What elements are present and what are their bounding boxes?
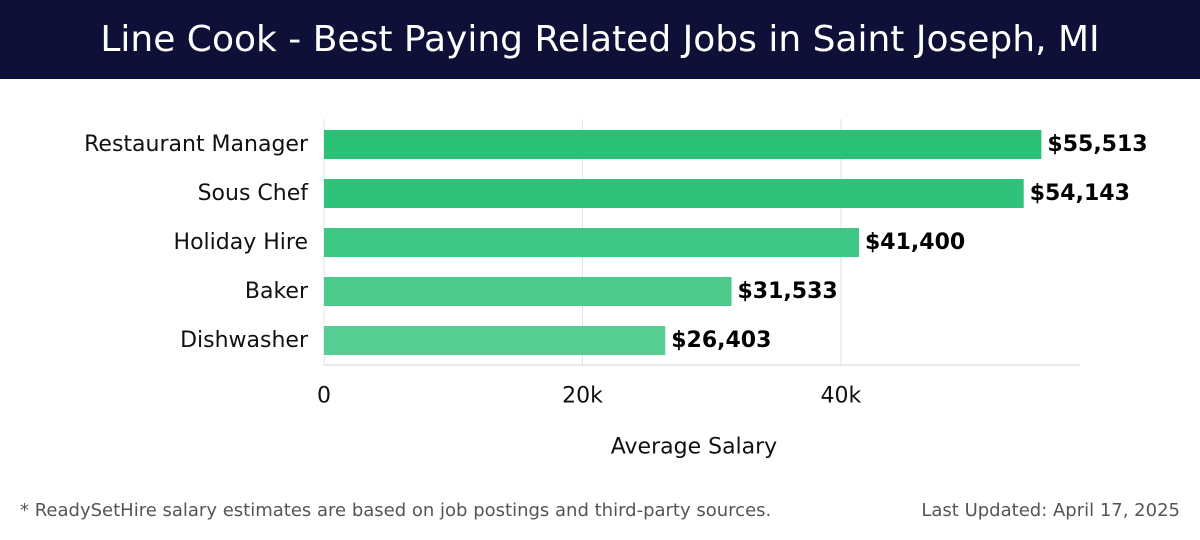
bars: Restaurant Manager $55,513 Sous Chef $54,14… <box>84 130 1148 355</box>
value-label-4: $26,403 <box>671 328 771 353</box>
value-label-0: $55,513 <box>1047 132 1147 157</box>
bar-0 <box>324 130 1042 159</box>
footer-last-updated: Last Updated: April 17, 2025 <box>921 500 1180 521</box>
bar-4 <box>324 326 666 355</box>
footer-disclaimer: * ReadySetHire salary estimates are base… <box>20 500 772 521</box>
category-label-1: Sous Chef <box>198 181 310 206</box>
value-label-1: $54,143 <box>1030 181 1130 206</box>
x-tick-label-0: 0 <box>317 384 331 409</box>
chart-title: Line Cook - Best Paying Related Jobs in … <box>100 19 1100 60</box>
bar-3 <box>324 277 732 306</box>
x-tick-label-1: 20k <box>562 384 603 409</box>
bar-2 <box>324 228 860 257</box>
value-label-2: $41,400 <box>865 230 965 255</box>
value-label-3: $31,533 <box>738 279 838 304</box>
bar-1 <box>324 179 1024 208</box>
x-tick-label-2: 40k <box>821 384 862 409</box>
category-label-4: Dishwasher <box>180 328 309 353</box>
x-axis-title: Average Salary <box>611 435 777 460</box>
x-axis: 0 20k 40k <box>317 364 1080 409</box>
header-bar: Line Cook - Best Paying Related Jobs in … <box>0 0 1200 79</box>
salary-bar-chart: Restaurant Manager $55,513 Sous Chef $54,14… <box>84 119 1148 460</box>
category-label-0: Restaurant Manager <box>84 132 309 157</box>
category-label-3: Baker <box>245 279 309 304</box>
category-label-2: Holiday Hire <box>174 230 308 255</box>
